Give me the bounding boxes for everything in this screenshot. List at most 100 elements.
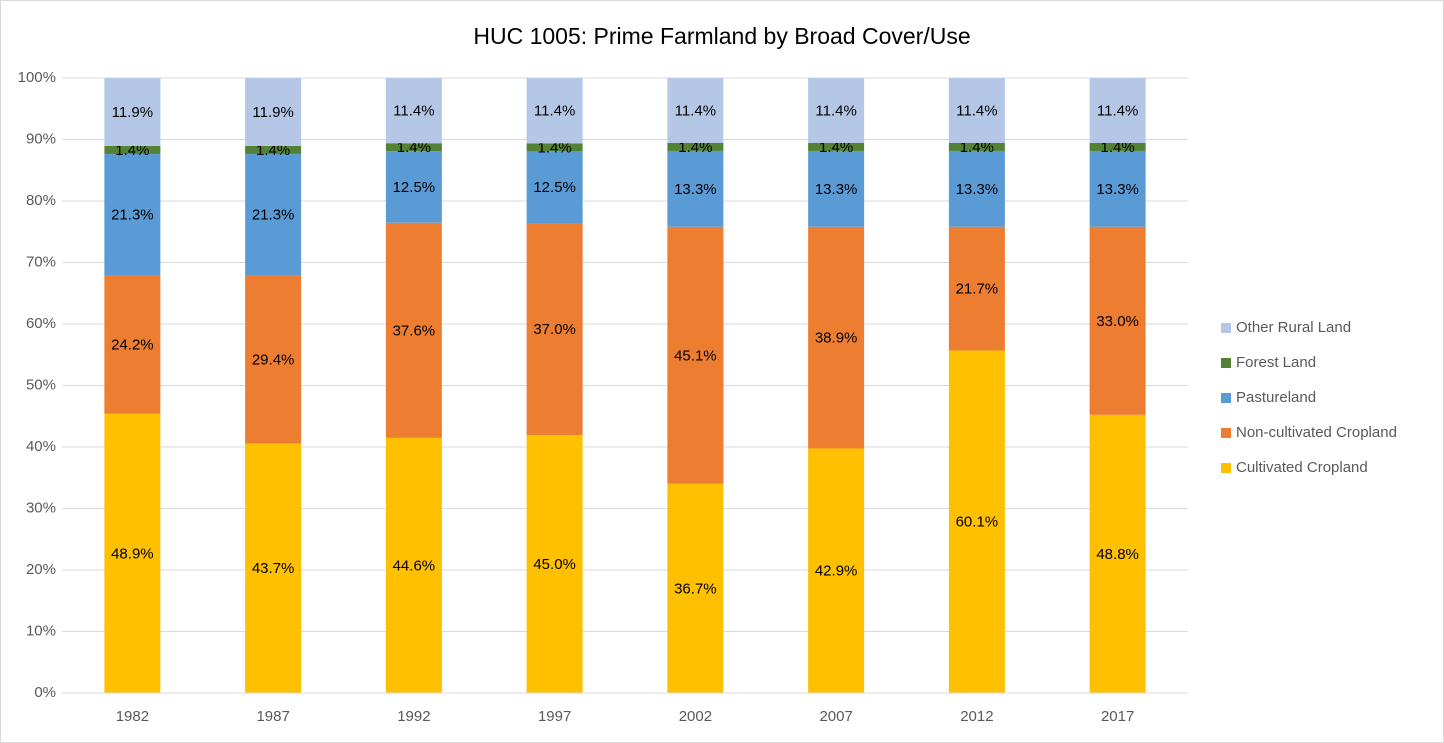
legend-label: Forest Land (1236, 354, 1316, 371)
bar-segment (1089, 414, 1146, 693)
bar-segment (667, 483, 724, 693)
bar-segment (104, 78, 161, 146)
bar-segment (948, 150, 1005, 227)
data-label: 36.7% (674, 580, 717, 597)
bar-segment (245, 145, 302, 154)
data-label: 1.4% (1101, 139, 1135, 156)
data-label: 45.1% (674, 347, 717, 364)
data-label: 48.8% (1096, 546, 1139, 563)
bar-segment (385, 222, 442, 438)
data-label: 13.3% (815, 181, 858, 198)
y-tick-label: 10% (26, 622, 56, 639)
bar-segment (104, 413, 161, 693)
y-tick-label: 50% (26, 376, 56, 393)
bar-segment (948, 350, 1005, 693)
data-label: 38.9% (815, 330, 858, 347)
data-label: 43.7% (252, 560, 295, 577)
bar-segment (808, 142, 865, 151)
y-tick-label: 20% (26, 561, 56, 578)
bar-segment (1089, 150, 1146, 227)
bar-segment (385, 151, 442, 223)
bar-segment (808, 78, 865, 143)
bar-segment (385, 437, 442, 693)
data-label: 1.4% (819, 139, 853, 156)
bar-segment (526, 78, 583, 144)
data-label: 37.0% (533, 321, 576, 338)
data-label: 21.3% (111, 207, 154, 224)
y-tick-label: 80% (26, 192, 56, 209)
bar-segment (526, 151, 583, 224)
bar-segment (667, 226, 724, 484)
data-label: 45.0% (533, 556, 576, 573)
legend-swatch (1221, 428, 1231, 438)
y-tick-label: 70% (26, 253, 56, 270)
bar-segment (808, 150, 865, 227)
data-label: 11.9% (112, 104, 153, 121)
data-label: 1.4% (115, 142, 149, 159)
bar-segment (1089, 78, 1146, 143)
bar-segment (104, 145, 161, 154)
bar-segment (104, 153, 161, 276)
data-label: 1.4% (538, 139, 572, 156)
bar-segment (808, 226, 865, 449)
data-label: 1.4% (397, 139, 431, 156)
data-label: 13.3% (1096, 181, 1139, 198)
data-label: 13.3% (674, 181, 717, 198)
bar-segment (948, 226, 1005, 351)
data-label: 60.1% (956, 514, 999, 531)
bar-segment (385, 143, 442, 152)
data-label: 11.4% (815, 102, 856, 119)
x-tick-label: 2002 (679, 708, 712, 725)
data-label: 11.4% (956, 102, 997, 119)
data-label: 48.9% (111, 545, 154, 562)
x-tick-label: 1992 (397, 708, 430, 725)
legend-swatch (1221, 323, 1231, 333)
data-label: 12.5% (393, 179, 436, 196)
y-tick-label: 30% (26, 499, 56, 516)
data-label: 11.4% (1097, 102, 1138, 119)
bar-segment (104, 275, 161, 414)
legend-swatch (1221, 358, 1231, 368)
data-label: 44.6% (393, 557, 436, 574)
y-tick-label: 0% (34, 684, 56, 701)
bar-segment (526, 223, 583, 436)
bar-segment (526, 435, 583, 693)
bar-segment (1089, 142, 1146, 151)
x-tick-label: 1987 (256, 708, 289, 725)
data-label: 1.4% (678, 139, 712, 156)
bar-segment (948, 78, 1005, 143)
x-tick-label: 2017 (1101, 708, 1134, 725)
x-tick-label: 2007 (819, 708, 852, 725)
bar-segment (245, 443, 302, 693)
y-tick-label: 60% (26, 315, 56, 332)
data-label: 1.4% (960, 139, 994, 156)
bar-segment (245, 275, 302, 444)
bar-segment (667, 142, 724, 151)
bar-segment (245, 78, 302, 146)
legend-swatch (1221, 463, 1231, 473)
bar-segment (808, 448, 865, 693)
data-label: 11.4% (534, 103, 575, 120)
chart-title: HUC 1005: Prime Farmland by Broad Cover/… (473, 23, 970, 49)
legend-label: Pastureland (1236, 389, 1316, 406)
bar-segment (1089, 226, 1146, 415)
data-label: 12.5% (533, 179, 576, 196)
x-tick-label: 1997 (538, 708, 571, 725)
x-tick-label: 1982 (116, 708, 149, 725)
bar-segment (667, 78, 724, 143)
bar-segment (385, 78, 442, 144)
legend-label: Other Rural Land (1236, 319, 1351, 336)
y-tick-label: 90% (26, 130, 56, 147)
legend-label: Non-cultivated Cropland (1236, 424, 1397, 441)
legend-label: Cultivated Cropland (1236, 459, 1368, 476)
data-label: 37.6% (393, 322, 436, 339)
legend-swatch (1221, 393, 1231, 403)
data-label: 42.9% (815, 563, 858, 580)
bar-segment (948, 142, 1005, 151)
bar-segment (245, 153, 302, 276)
data-label: 11.4% (675, 102, 716, 119)
bar-segment (526, 143, 583, 152)
x-tick-label: 2012 (960, 708, 993, 725)
y-tick-label: 100% (18, 69, 56, 86)
